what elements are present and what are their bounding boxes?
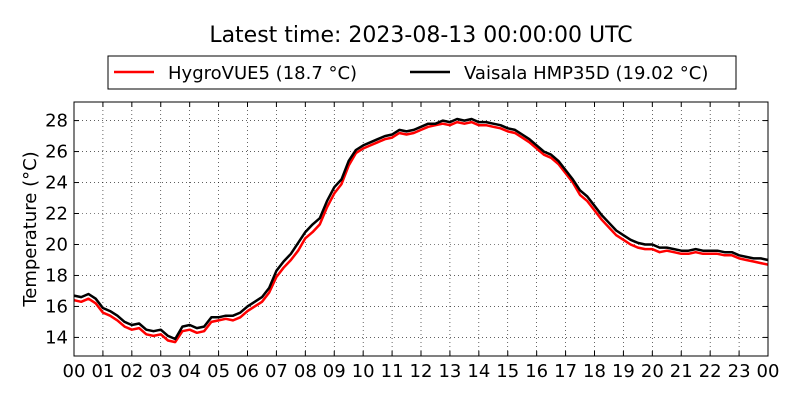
y-axis-label: Temperature (°C): [20, 151, 41, 307]
legend-label-vaisala: Vaisala HMP35D (19.02 °C): [464, 63, 708, 84]
x-tick-label: 23: [728, 361, 751, 382]
x-tick-label: 15: [496, 361, 519, 382]
x-tick-label: 10: [352, 361, 375, 382]
y-tick-label: 20: [45, 234, 68, 255]
x-tick-label: 01: [91, 361, 114, 382]
y-tick-label: 26: [45, 142, 68, 163]
x-tick-label: 07: [265, 361, 288, 382]
x-tick-label: 00: [63, 361, 86, 382]
x-tick-label: 22: [699, 361, 722, 382]
x-tick-label: 19: [612, 361, 635, 382]
x-tick-label: 18: [583, 361, 606, 382]
chart-title: Latest time: 2023-08-13 00:00:00 UTC: [209, 23, 632, 48]
y-axis: 14 16 18 20 22 24 26 28: [45, 111, 768, 348]
x-tick-label: 16: [525, 361, 548, 382]
y-tick-label: 16: [45, 296, 68, 317]
x-tick-label: 08: [294, 361, 317, 382]
x-tick-label: 14: [467, 361, 490, 382]
x-tick-label: 13: [438, 361, 461, 382]
grid-lines: [74, 102, 768, 356]
x-tick-label: 11: [381, 361, 404, 382]
x-tick-label: 12: [410, 361, 433, 382]
x-tick-label: 09: [323, 361, 346, 382]
y-tick-label: 18: [45, 265, 68, 286]
x-axis: 00 01 02 03 04 05 06 07 08 09 10 11 12 13 14 15 16 17 18 19…: [63, 102, 780, 382]
x-tick-label: 04: [178, 361, 201, 382]
x-tick-label: 20: [641, 361, 664, 382]
series-lines: [73, 117, 769, 344]
x-tick-label: 00: [757, 361, 780, 382]
plot-area-frame: [73, 101, 769, 357]
x-tick-label: 21: [670, 361, 693, 382]
x-tick-label: 05: [207, 361, 230, 382]
legend-label-hygrovue5: HygroVUE5 (18.7 °C): [168, 63, 357, 84]
y-tick-label: 28: [45, 111, 68, 132]
legend: HygroVUE5 (18.7 °C) Vaisala HMP35D (19.0…: [107, 55, 737, 90]
series-line-0: [73, 120, 769, 344]
y-tick-label: 14: [45, 327, 68, 348]
y-tick-label: 24: [45, 173, 68, 194]
x-tick-label: 17: [554, 361, 577, 382]
y-tick-label: 22: [45, 204, 68, 225]
series-line-1: [73, 117, 769, 341]
x-tick-label: 06: [236, 361, 259, 382]
x-tick-label: 02: [120, 361, 143, 382]
x-tick-label: 03: [149, 361, 172, 382]
